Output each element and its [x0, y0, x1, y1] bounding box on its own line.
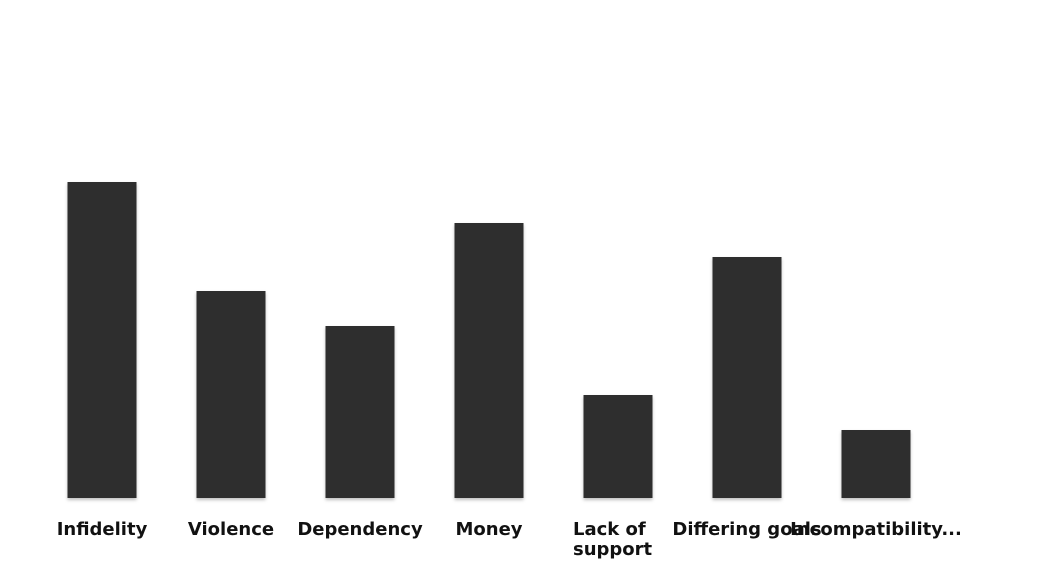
- bar: [583, 395, 653, 498]
- x-tick-label: Incompatibility...: [790, 519, 962, 540]
- bar: [67, 182, 137, 498]
- x-tick-label: Money: [455, 519, 523, 540]
- bar: [325, 326, 395, 498]
- x-tick-label: Lack of support: [573, 519, 653, 560]
- x-tick-label: Infidelity: [56, 519, 148, 540]
- x-tick-label: Dependency: [297, 519, 423, 540]
- bar: [712, 257, 782, 498]
- bar: [841, 430, 911, 498]
- x-tick-label: Differing goals: [672, 519, 822, 540]
- bar: [454, 223, 524, 498]
- bar: [196, 291, 266, 498]
- x-tick-label: Violence: [187, 519, 275, 540]
